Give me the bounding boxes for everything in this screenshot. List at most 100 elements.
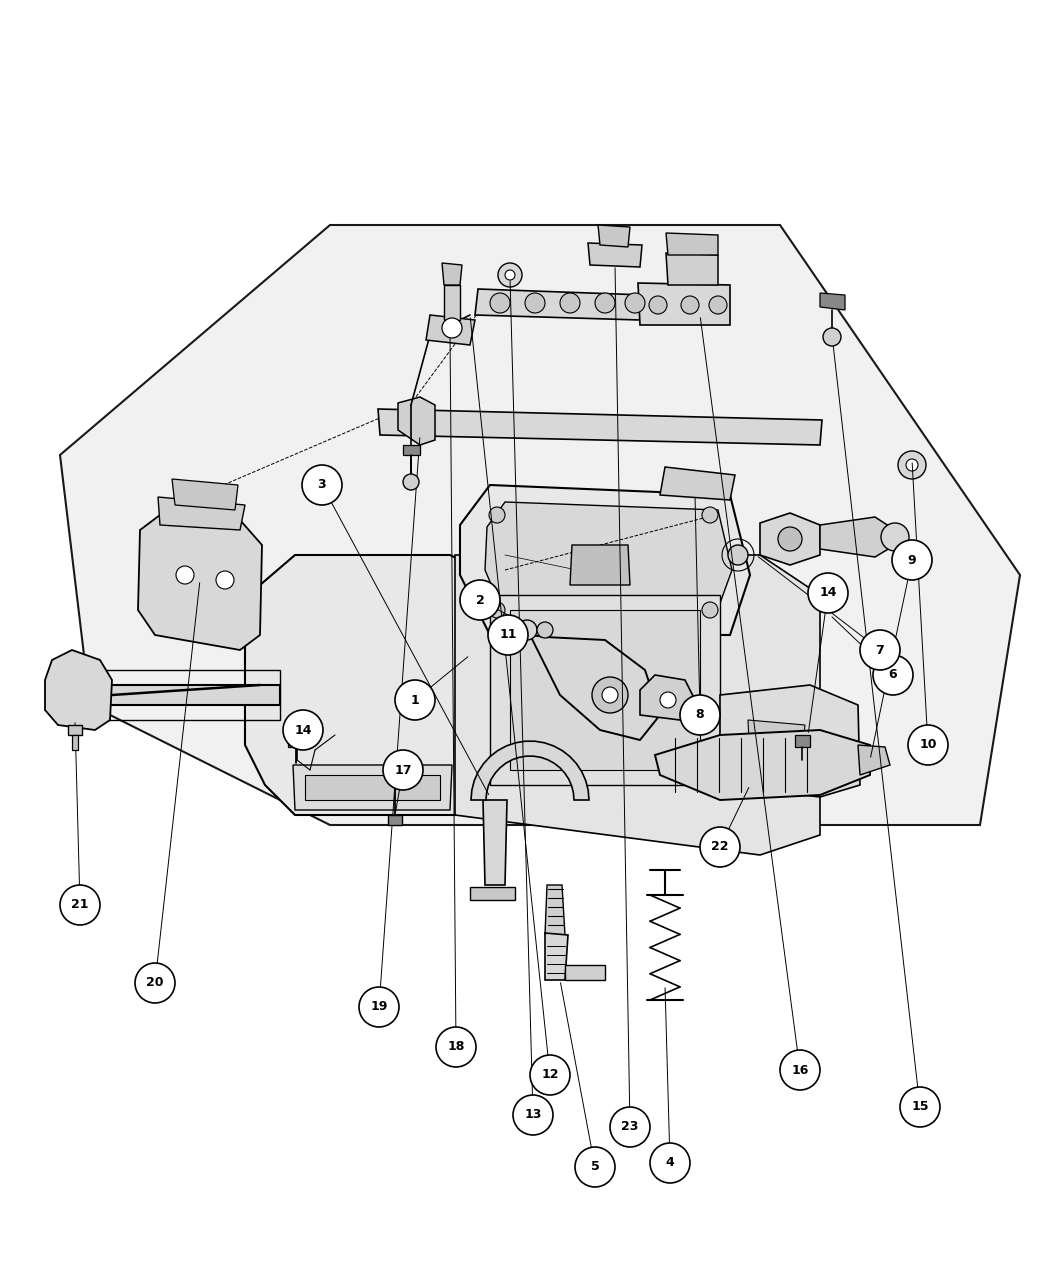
Polygon shape bbox=[55, 669, 85, 720]
Circle shape bbox=[660, 692, 676, 708]
Circle shape bbox=[560, 293, 580, 312]
Circle shape bbox=[498, 263, 522, 287]
Circle shape bbox=[403, 474, 419, 490]
Circle shape bbox=[709, 296, 727, 314]
Circle shape bbox=[60, 885, 100, 924]
Circle shape bbox=[537, 622, 553, 638]
Circle shape bbox=[625, 293, 645, 312]
Circle shape bbox=[898, 451, 926, 479]
Polygon shape bbox=[68, 725, 82, 734]
Polygon shape bbox=[588, 244, 642, 266]
Polygon shape bbox=[820, 516, 895, 557]
Circle shape bbox=[359, 987, 399, 1026]
Text: 14: 14 bbox=[294, 723, 312, 737]
Circle shape bbox=[881, 523, 909, 551]
Text: 12: 12 bbox=[541, 1068, 559, 1081]
Polygon shape bbox=[158, 497, 245, 530]
Circle shape bbox=[873, 655, 914, 695]
Text: 21: 21 bbox=[71, 899, 89, 912]
Polygon shape bbox=[666, 252, 718, 286]
Circle shape bbox=[513, 1095, 553, 1135]
Polygon shape bbox=[530, 635, 660, 740]
Polygon shape bbox=[598, 224, 630, 247]
Circle shape bbox=[610, 1107, 650, 1148]
Text: 2: 2 bbox=[476, 593, 484, 607]
Circle shape bbox=[489, 507, 505, 523]
Circle shape bbox=[387, 770, 403, 785]
Circle shape bbox=[823, 328, 841, 346]
Text: 23: 23 bbox=[622, 1121, 638, 1133]
Circle shape bbox=[728, 544, 748, 565]
Text: 14: 14 bbox=[819, 586, 837, 599]
Text: 17: 17 bbox=[394, 764, 412, 776]
Circle shape bbox=[489, 602, 505, 618]
Polygon shape bbox=[388, 815, 402, 825]
Circle shape bbox=[702, 602, 718, 618]
Circle shape bbox=[908, 725, 948, 765]
Circle shape bbox=[442, 317, 462, 338]
Circle shape bbox=[383, 750, 423, 790]
Circle shape bbox=[525, 293, 545, 312]
Polygon shape bbox=[398, 397, 435, 445]
Circle shape bbox=[778, 527, 802, 551]
Circle shape bbox=[650, 1142, 690, 1183]
Text: 10: 10 bbox=[919, 738, 937, 751]
Circle shape bbox=[649, 296, 667, 314]
Polygon shape bbox=[460, 484, 750, 635]
Polygon shape bbox=[640, 674, 695, 720]
Polygon shape bbox=[72, 734, 78, 750]
Circle shape bbox=[505, 270, 514, 280]
Polygon shape bbox=[720, 685, 860, 797]
Polygon shape bbox=[442, 263, 462, 286]
Circle shape bbox=[490, 293, 510, 312]
Text: 11: 11 bbox=[499, 629, 517, 641]
Polygon shape bbox=[475, 289, 645, 320]
Circle shape bbox=[592, 677, 628, 713]
Circle shape bbox=[900, 1088, 940, 1127]
Text: 16: 16 bbox=[792, 1063, 809, 1076]
Polygon shape bbox=[820, 293, 845, 310]
Circle shape bbox=[284, 710, 323, 750]
Polygon shape bbox=[565, 965, 605, 980]
Text: 8: 8 bbox=[696, 709, 705, 722]
Polygon shape bbox=[245, 555, 520, 815]
Circle shape bbox=[216, 571, 234, 589]
Polygon shape bbox=[638, 283, 730, 325]
Polygon shape bbox=[471, 741, 589, 799]
Text: 9: 9 bbox=[907, 553, 917, 566]
Circle shape bbox=[460, 580, 500, 620]
Circle shape bbox=[808, 572, 848, 613]
Circle shape bbox=[395, 680, 435, 720]
Polygon shape bbox=[172, 479, 238, 510]
Text: 1: 1 bbox=[411, 694, 419, 706]
Circle shape bbox=[680, 695, 720, 734]
Polygon shape bbox=[490, 595, 720, 785]
Polygon shape bbox=[293, 765, 452, 810]
Circle shape bbox=[55, 680, 85, 710]
Circle shape bbox=[892, 541, 932, 580]
Polygon shape bbox=[545, 933, 568, 980]
Circle shape bbox=[302, 465, 342, 505]
Circle shape bbox=[595, 293, 615, 312]
Polygon shape bbox=[455, 555, 820, 856]
Circle shape bbox=[436, 1026, 476, 1067]
Polygon shape bbox=[858, 745, 890, 775]
Text: 7: 7 bbox=[876, 644, 884, 657]
Polygon shape bbox=[655, 731, 870, 799]
Text: 13: 13 bbox=[524, 1108, 542, 1122]
Circle shape bbox=[602, 687, 618, 703]
Polygon shape bbox=[55, 685, 280, 705]
Polygon shape bbox=[444, 286, 460, 320]
Text: 4: 4 bbox=[666, 1156, 674, 1169]
Polygon shape bbox=[378, 409, 822, 445]
Circle shape bbox=[176, 566, 194, 584]
Polygon shape bbox=[483, 799, 507, 885]
Polygon shape bbox=[60, 224, 1020, 825]
Circle shape bbox=[780, 1051, 820, 1090]
Polygon shape bbox=[485, 502, 732, 617]
Polygon shape bbox=[470, 887, 514, 900]
Circle shape bbox=[488, 615, 528, 655]
Circle shape bbox=[700, 827, 740, 867]
Text: 5: 5 bbox=[590, 1160, 600, 1173]
Polygon shape bbox=[426, 315, 475, 346]
